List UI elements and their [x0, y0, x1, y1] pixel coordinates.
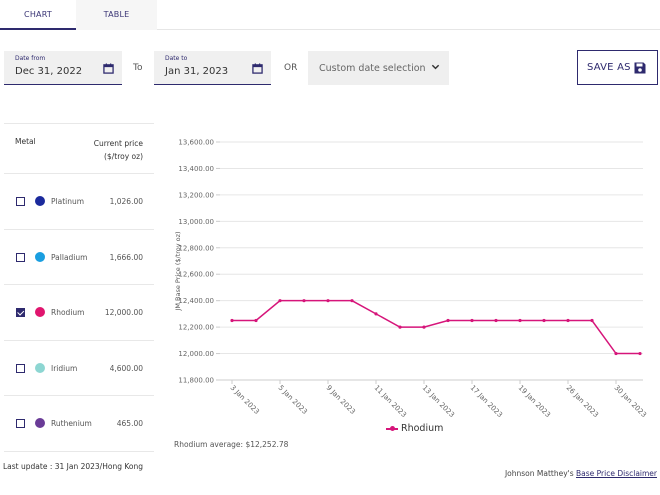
metal-name: Platinum	[51, 197, 85, 206]
date-from-field[interactable]: Date from Dec 31, 2022	[4, 51, 122, 85]
data-point	[518, 318, 522, 323]
or-label: OR	[284, 63, 298, 73]
data-point	[470, 318, 474, 323]
y-tick-label: 12,200.00	[178, 324, 214, 332]
x-tick-label: 17 Jan 2023	[469, 384, 504, 419]
last-update: Last update : 31 Jan 2023/Hong Kong	[3, 462, 143, 471]
data-point	[638, 351, 642, 356]
platinum-checkbox[interactable]	[16, 197, 25, 206]
chevron-down-icon	[431, 64, 440, 70]
y-tick-label: 12,800.00	[178, 244, 214, 252]
view-tabs: CHART TABLE	[0, 0, 660, 30]
metal-row-iridium: Iridium 4,600.00	[4, 341, 154, 396]
to-label: To	[133, 63, 143, 73]
data-point	[302, 299, 306, 303]
metal-name: Ruthenium	[51, 419, 92, 428]
data-point	[350, 299, 354, 303]
data-point	[590, 318, 594, 323]
average-price-text: Rhodium average: $12,252.78	[174, 440, 289, 449]
base-price-disclaimer-link[interactable]: Base Price Disclaimer	[576, 469, 657, 478]
metals-table-header: Metal Current price ($/troy oz)	[4, 123, 154, 174]
data-point	[326, 299, 330, 303]
data-point	[254, 318, 258, 323]
y-axis-label: JM Base Price ($/troy oz)	[174, 231, 182, 311]
disclaimer: Johnson Matthey's Base Price Disclaimer	[505, 469, 657, 478]
disclaimer-prefix: Johnson Matthey's	[504, 469, 577, 478]
y-tick-label: 12,600.00	[178, 271, 214, 279]
metal-name: Iridium	[51, 363, 78, 373]
tab-table[interactable]: TABLE	[76, 0, 157, 30]
y-tick-label: 12,000.00	[178, 350, 214, 358]
data-point	[278, 299, 282, 303]
x-tick-label: 9 Jan 2023	[325, 384, 357, 416]
price-chart: 11,800.00 12,000.00 12,200.00 12,400.00 12,6…	[165, 130, 660, 430]
x-tick-label: 13 Jan 2023	[421, 384, 456, 419]
palladium-color-dot	[35, 251, 45, 262]
legend-line-marker-icon	[386, 425, 398, 433]
x-tick-label: 5 Jan 2023	[277, 384, 309, 416]
calendar-icon[interactable]	[103, 63, 114, 74]
x-tick-label: 26 Jan 2023	[565, 384, 600, 419]
data-point	[230, 318, 234, 323]
x-tick-label: 19 Jan 2023	[517, 384, 552, 419]
metal-price: 1,666.00	[109, 252, 143, 262]
column-metal: Metal	[15, 137, 36, 146]
data-point	[542, 318, 546, 323]
date-from-label: Date from	[15, 55, 46, 62]
save-as-button[interactable]: SAVE AS	[577, 50, 658, 85]
metal-row-palladium: Palladium 1,666.00	[4, 230, 154, 285]
metal-row-ruthenium: Ruthenium 465.00	[4, 396, 154, 452]
data-point	[398, 325, 402, 329]
column-price-unit: ($/troy oz)	[104, 152, 143, 161]
custom-date-select[interactable]: Custom date selection	[308, 51, 449, 85]
y-tick-label: 13,200.00	[178, 191, 214, 199]
legend-item-rhodium[interactable]: Rhodium	[386, 423, 443, 434]
y-tick-label: 13,400.00	[178, 165, 214, 173]
metal-row-platinum: Platinum 1,026.00	[4, 174, 154, 230]
data-point	[494, 318, 498, 323]
y-tick-label: 13,000.00	[178, 218, 214, 226]
metals-table: Metal Current price ($/troy oz) Platinum…	[4, 123, 154, 452]
ruthenium-checkbox[interactable]	[16, 419, 25, 428]
metal-row-rhodium: Rhodium 12,000.00	[4, 285, 154, 341]
iridium-color-dot	[35, 362, 45, 373]
date-to-field[interactable]: Date to Jan 31, 2023	[154, 51, 271, 85]
custom-date-select-value: Custom date selection	[319, 63, 426, 74]
date-from-value: Dec 31, 2022	[15, 66, 83, 77]
data-point	[422, 325, 426, 329]
y-tick-label: 11,800.00	[178, 377, 214, 385]
metal-name: Palladium	[51, 252, 88, 262]
metal-name: Rhodium	[51, 308, 85, 317]
rhodium-color-dot	[35, 307, 45, 317]
x-tick-label: 3 Jan 2023	[229, 384, 261, 416]
tab-chart[interactable]: CHART	[0, 0, 76, 30]
metal-price: 465.00	[116, 419, 143, 428]
rhodium-checkbox[interactable]	[16, 308, 25, 317]
iridium-checkbox[interactable]	[16, 363, 25, 373]
date-to-value: Jan 31, 2023	[165, 66, 229, 77]
palladium-checkbox[interactable]	[16, 252, 25, 262]
column-current-price: Current price ($/troy oz)	[94, 137, 143, 163]
price-chart-svg: 11,800.00 12,000.00 12,200.00 12,400.00 12,6…	[174, 139, 648, 420]
x-tick-label: 30 Jan 2023	[613, 384, 648, 419]
ruthenium-color-dot	[35, 418, 45, 428]
platinum-color-dot	[35, 196, 45, 206]
data-point	[446, 318, 450, 323]
floppy-disk-icon	[634, 62, 646, 74]
calendar-icon[interactable]	[252, 63, 263, 74]
date-to-label: Date to	[165, 55, 188, 62]
x-tick-label: 11 Jan 2023	[373, 384, 408, 419]
metal-price: 1,026.00	[109, 197, 143, 206]
data-point	[374, 312, 378, 316]
y-tick-label: 13,600.00	[178, 139, 214, 147]
metal-price: 4,600.00	[109, 363, 143, 373]
legend-label: Rhodium	[401, 423, 444, 434]
y-tick-label: 12,400.00	[178, 297, 214, 305]
metal-price: 12,000.00	[104, 308, 143, 317]
data-point	[566, 318, 570, 323]
series-line-rhodium	[232, 299, 640, 355]
data-point	[614, 351, 618, 356]
save-as-label: SAVE AS	[587, 62, 631, 73]
column-price-label: Current price	[93, 139, 143, 148]
